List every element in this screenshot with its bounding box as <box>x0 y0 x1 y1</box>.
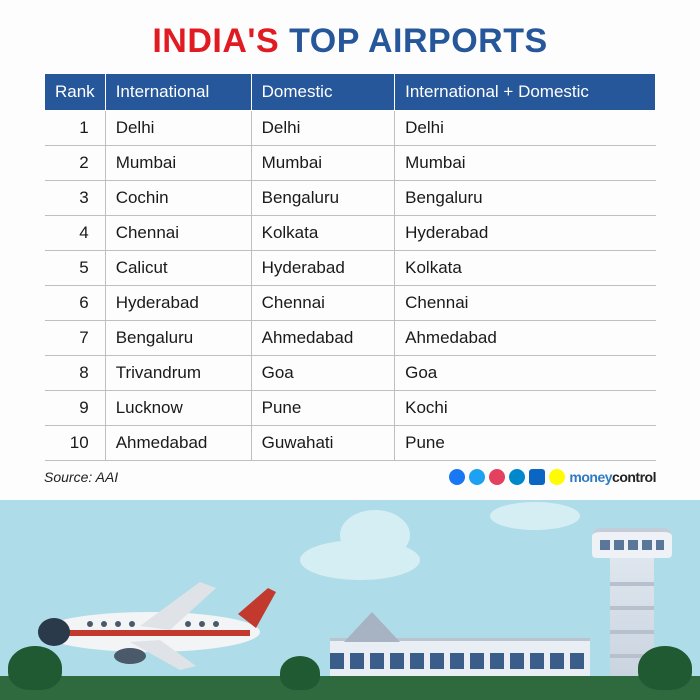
linkedin-icon[interactable] <box>529 469 545 485</box>
col-combined: International + Domestic <box>395 74 656 111</box>
table-cell: Calicut <box>105 251 251 286</box>
table-row: 10AhmedabadGuwahatiPune <box>45 426 656 461</box>
col-international: International <box>105 74 251 111</box>
table-cell: Bengaluru <box>395 181 656 216</box>
table-cell: Guwahati <box>251 426 395 461</box>
table-cell: Mumbai <box>251 146 395 181</box>
telegram-icon[interactable] <box>509 469 525 485</box>
table-cell: 9 <box>45 391 106 426</box>
table-row: 2MumbaiMumbaiMumbai <box>45 146 656 181</box>
table-row: 7BengaluruAhmedabadAhmedabad <box>45 321 656 356</box>
table-cell: Delhi <box>251 111 395 146</box>
table-cell: Ahmedabad <box>105 426 251 461</box>
table-cell: Kochi <box>395 391 656 426</box>
table-cell: Mumbai <box>105 146 251 181</box>
title-word2: TOP AIRPORTS <box>289 22 548 60</box>
title-word1: INDIA'S <box>152 22 279 60</box>
brand-part1: money <box>569 469 612 485</box>
table-cell: Mumbai <box>395 146 656 181</box>
table-cell: 3 <box>45 181 106 216</box>
table-row: 9LucknowPuneKochi <box>45 391 656 426</box>
table-cell: Cochin <box>105 181 251 216</box>
table-cell: Bengaluru <box>105 321 251 356</box>
table-cell: Chennai <box>251 286 395 321</box>
table-row: 6HyderabadChennaiChennai <box>45 286 656 321</box>
table-cell: 6 <box>45 286 106 321</box>
social-icons: moneycontrol <box>449 469 656 485</box>
table-cell: 4 <box>45 216 106 251</box>
airport-illustration <box>0 500 700 700</box>
table-cell: 2 <box>45 146 106 181</box>
table-cell: Ahmedabad <box>395 321 656 356</box>
table-cell: 10 <box>45 426 106 461</box>
table-row: 8TrivandrumGoaGoa <box>45 356 656 391</box>
table-cell: Delhi <box>105 111 251 146</box>
table-cell: 1 <box>45 111 106 146</box>
twitter-icon[interactable] <box>469 469 485 485</box>
page-title: INDIA'S TOP AIRPORTS <box>0 0 700 73</box>
table-cell: Ahmedabad <box>251 321 395 356</box>
airplane-icon <box>20 570 280 670</box>
table-cell: Hyderabad <box>251 251 395 286</box>
table-cell: Kolkata <box>251 216 395 251</box>
col-rank: Rank <box>45 74 106 111</box>
table-cell: Chennai <box>105 216 251 251</box>
snapchat-icon[interactable] <box>549 469 565 485</box>
table-cell: Trivandrum <box>105 356 251 391</box>
table-cell: Hyderabad <box>395 216 656 251</box>
table-row: 4ChennaiKolkataHyderabad <box>45 216 656 251</box>
table-cell: Pune <box>395 426 656 461</box>
instagram-icon[interactable] <box>489 469 505 485</box>
table-cell: Chennai <box>395 286 656 321</box>
airports-table: Rank International Domestic Internationa… <box>44 73 656 461</box>
source-text: Source: AAI <box>44 469 118 485</box>
table-cell: Lucknow <box>105 391 251 426</box>
table-cell: Goa <box>395 356 656 391</box>
table-cell: Hyderabad <box>105 286 251 321</box>
table-cell: Kolkata <box>395 251 656 286</box>
table-cell: Pune <box>251 391 395 426</box>
table-header-row: Rank International Domestic Internationa… <box>45 74 656 111</box>
table-row: 5CalicutHyderabadKolkata <box>45 251 656 286</box>
col-domestic: Domestic <box>251 74 395 111</box>
table-cell: Goa <box>251 356 395 391</box>
table-cell: Bengaluru <box>251 181 395 216</box>
table-cell: 7 <box>45 321 106 356</box>
brand-part2: control <box>612 469 656 485</box>
table-row: 1DelhiDelhiDelhi <box>45 111 656 146</box>
table-row: 3CochinBengaluruBengaluru <box>45 181 656 216</box>
facebook-icon[interactable] <box>449 469 465 485</box>
table-cell: 8 <box>45 356 106 391</box>
table-cell: 5 <box>45 251 106 286</box>
table-cell: Delhi <box>395 111 656 146</box>
brand-logo: moneycontrol <box>569 469 656 485</box>
